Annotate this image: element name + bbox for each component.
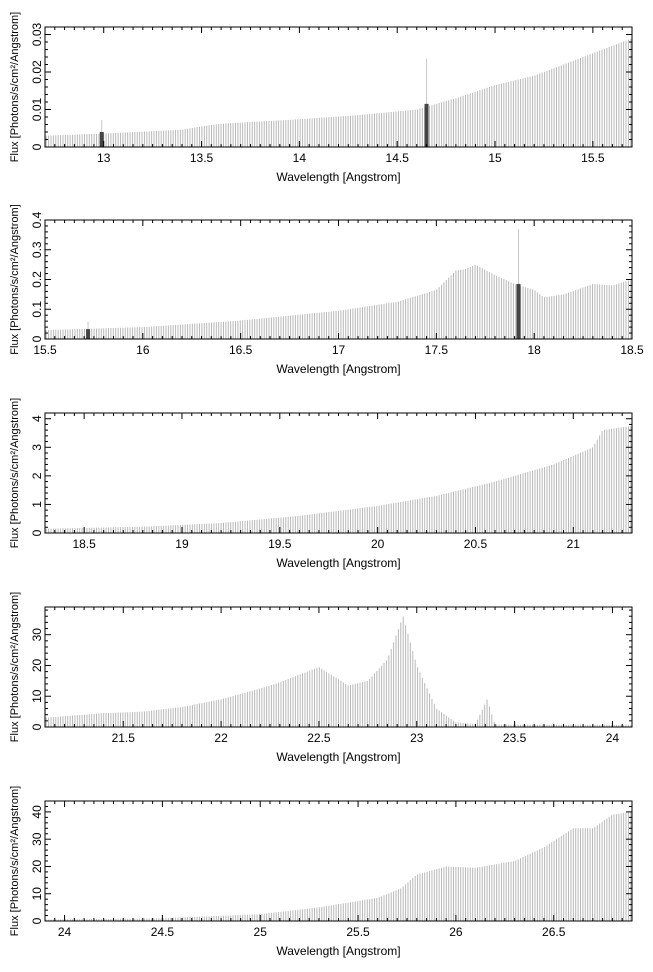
y-axis-label: Flux [Photons/s/cm²/Angstrom] bbox=[9, 204, 21, 354]
spectrum-bars bbox=[45, 38, 632, 147]
y-tick-label: 40 bbox=[30, 805, 44, 819]
x-axis-label: Wavelength [Angstrom] bbox=[276, 362, 400, 376]
y-tick-label: 10 bbox=[30, 689, 44, 703]
x-tick-label: 13.5 bbox=[190, 151, 214, 165]
chart-panel-1: 13 13.5 14 14.5 15 15.5 0 0.01 0.02 0.03 Wavelengt… bbox=[9, 12, 633, 184]
x-axis-label: Wavelength [Angstrom] bbox=[276, 556, 400, 570]
y-tick-label: 0.1 bbox=[30, 301, 44, 318]
x-tick-label: 17.5 bbox=[425, 343, 449, 357]
x-tick-label: 25.5 bbox=[346, 925, 370, 939]
x-tick-label: 14.5 bbox=[386, 151, 410, 165]
y-tick-label: 20 bbox=[30, 658, 44, 672]
highlighted-bar-1 bbox=[99, 132, 104, 147]
y-axis-label: Flux [Photons/s/cm²/Angstrom] bbox=[9, 786, 21, 936]
x-tick-label: 14 bbox=[293, 151, 307, 165]
x-tick-label: 16.5 bbox=[229, 343, 253, 357]
spectrum-bars bbox=[45, 812, 632, 921]
highlighted-bar-2 bbox=[424, 103, 429, 147]
highlighted-bar-1 bbox=[86, 329, 91, 339]
y-tick-label: 1 bbox=[30, 501, 44, 508]
x-axis-label: Wavelength [Angstrom] bbox=[276, 170, 400, 184]
y-tick-label: 30 bbox=[30, 628, 44, 642]
spectrum-bars bbox=[45, 616, 632, 727]
x-tick-label: 22 bbox=[214, 731, 228, 745]
x-tick-label: 20 bbox=[371, 537, 385, 551]
x-tick-label: 24.5 bbox=[151, 925, 175, 939]
x-tick-label: 16 bbox=[136, 343, 150, 357]
x-tick-label: 26.5 bbox=[542, 925, 566, 939]
x-tick-label: 18 bbox=[527, 343, 541, 357]
x-tick-label: 21 bbox=[567, 537, 581, 551]
y-tick-label: 0.02 bbox=[30, 60, 44, 84]
y-tick-label: 0 bbox=[30, 529, 44, 536]
chart-panel-3: 18.5 19 19.5 20 20.5 21 0 1 2 3 4 Wavelength [Angst… bbox=[9, 398, 633, 570]
x-axis-label: Wavelength [Angstrom] bbox=[276, 750, 400, 764]
y-tick-label: 4 bbox=[30, 415, 44, 422]
chart-panel-4: 21.5 22 22.5 23 23.5 24 0 10 20 30 Wavelength [Ang… bbox=[9, 592, 633, 764]
y-tick-label: 0 bbox=[30, 143, 44, 150]
y-tick-label: 3 bbox=[30, 444, 44, 451]
y-tick-label: 30 bbox=[30, 832, 44, 846]
y-tick-label: 0 bbox=[30, 723, 44, 730]
x-tick-label: 19.5 bbox=[268, 537, 292, 551]
x-tick-label: 19 bbox=[175, 537, 189, 551]
x-tick-label: 15.5 bbox=[33, 343, 57, 357]
x-tick-label: 15.5 bbox=[581, 151, 605, 165]
y-tick-label: 20 bbox=[30, 859, 44, 873]
x-tick-label: 23.5 bbox=[503, 731, 527, 745]
y-axis-label: Flux [Photons/s/cm²/Angstrom] bbox=[9, 12, 21, 162]
y-axis-label: Flux [Photons/s/cm²/Angstrom] bbox=[9, 592, 21, 742]
y-tick-label: 0.3 bbox=[30, 241, 44, 258]
x-tick-label: 26 bbox=[449, 925, 463, 939]
y-tick-label: 2 bbox=[30, 472, 44, 479]
y-axis-label: Flux [Photons/s/cm²/Angstrom] bbox=[9, 398, 21, 548]
x-tick-label: 23 bbox=[410, 731, 424, 745]
y-tick-label: 0 bbox=[30, 917, 44, 924]
highlighted-bar-2 bbox=[516, 283, 521, 339]
x-tick-label: 18.5 bbox=[72, 537, 96, 551]
x-tick-label: 18.5 bbox=[620, 343, 644, 357]
y-tick-label: 0.4 bbox=[30, 211, 44, 228]
spectrum-bars bbox=[45, 426, 632, 533]
x-tick-label: 24 bbox=[58, 925, 72, 939]
plot-frame bbox=[44, 800, 633, 922]
x-tick-label: 22.5 bbox=[307, 731, 331, 745]
y-tick-label: 10 bbox=[30, 887, 44, 901]
x-tick-label: 15 bbox=[488, 151, 502, 165]
x-tick-label: 25 bbox=[254, 925, 268, 939]
x-axis-label: Wavelength [Angstrom] bbox=[276, 944, 400, 958]
spectrum-bars bbox=[45, 264, 632, 339]
x-tick-label: 13 bbox=[97, 151, 111, 165]
x-tick-label: 17 bbox=[332, 343, 346, 357]
y-tick-label: 0 bbox=[30, 335, 44, 342]
y-tick-label: 0.03 bbox=[30, 22, 44, 46]
chart-panel-2: 15.5 16 16.5 17 17.5 18 18.5 0 0.1 0.2 0.3 0.4 Wavel… bbox=[9, 204, 644, 376]
chart-panel-5: 24 24.5 25 25.5 26 26.5 0 10 20 30 40 Wavelength [A… bbox=[9, 786, 633, 958]
x-tick-label: 21.5 bbox=[112, 731, 136, 745]
x-tick-label: 24 bbox=[606, 731, 620, 745]
y-tick-label: 0.2 bbox=[30, 271, 44, 288]
x-tick-label: 20.5 bbox=[464, 537, 488, 551]
y-tick-label: 0.01 bbox=[30, 97, 44, 121]
